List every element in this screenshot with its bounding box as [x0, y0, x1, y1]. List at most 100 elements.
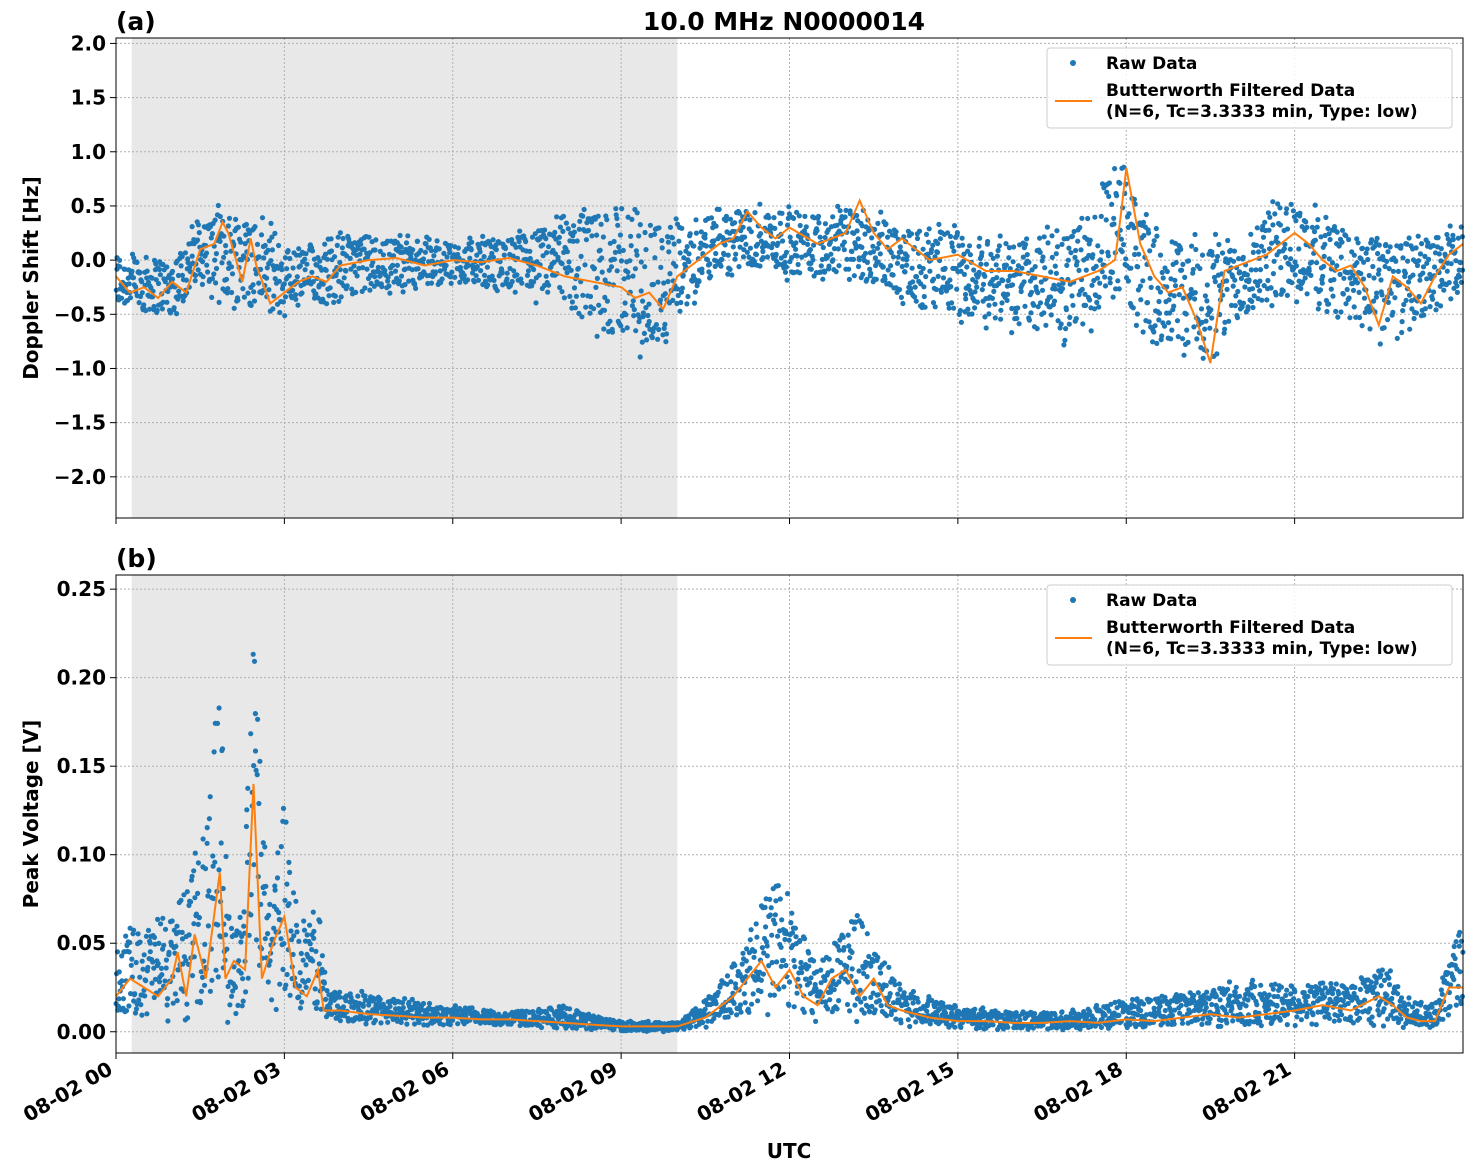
a-raw-point: [477, 249, 483, 255]
a-raw-point: [396, 278, 402, 284]
a-raw-point: [1400, 255, 1406, 261]
b-raw-point: [172, 991, 178, 997]
a-raw-point: [287, 255, 293, 262]
a-raw-point: [331, 299, 337, 305]
a-raw-point: [1364, 246, 1370, 252]
a-raw-point: [678, 299, 684, 306]
a-raw-point: [272, 230, 278, 236]
a-raw-point: [1355, 240, 1361, 246]
b-raw-point: [763, 924, 769, 930]
a-raw-point: [357, 251, 363, 257]
a-raw-point: [240, 254, 247, 260]
a-raw-point: [1216, 241, 1222, 248]
b-raw-point: [611, 1026, 617, 1032]
a-raw-point: [961, 271, 968, 277]
a-raw-point: [1335, 314, 1341, 320]
a-raw-point: [1083, 302, 1089, 308]
a-raw-point: [1315, 217, 1321, 223]
a-raw-point: [794, 209, 800, 215]
a-raw-point: [650, 329, 656, 335]
a-raw-point: [1379, 292, 1385, 298]
a-raw-point: [457, 279, 463, 285]
a-raw-point: [1026, 317, 1032, 323]
a-raw-point: [144, 268, 150, 274]
b-raw-point: [758, 977, 765, 983]
a-raw-point: [760, 255, 766, 261]
a-raw-point: [235, 297, 241, 303]
a-raw-point: [1061, 342, 1067, 348]
a-raw-point: [1321, 253, 1327, 259]
a-raw-point: [676, 238, 682, 244]
b-raw-point: [1283, 992, 1289, 999]
b-raw-point: [1195, 1017, 1201, 1023]
a-raw-point: [679, 225, 685, 231]
a-raw-point: [1184, 327, 1190, 333]
a-raw-point: [317, 258, 323, 264]
b-raw-point: [593, 1025, 600, 1031]
a-raw-point: [888, 263, 894, 269]
b-raw-point: [715, 989, 721, 995]
a-raw-point: [1326, 256, 1332, 262]
a-raw-point: [262, 242, 268, 249]
b-raw-point: [898, 1020, 904, 1026]
b-raw-point: [132, 991, 138, 997]
a-raw-point: [447, 274, 453, 280]
a-raw-point: [1089, 282, 1095, 288]
a-raw-point: [681, 255, 687, 261]
a-raw-point: [565, 226, 571, 232]
a-raw-point: [248, 302, 254, 308]
b-raw-point: [363, 1021, 369, 1027]
a-raw-point: [241, 294, 247, 300]
b-raw-point: [775, 883, 781, 889]
a-raw-point: [573, 293, 580, 299]
a-raw-point: [1294, 299, 1300, 305]
a-raw-point: [612, 249, 619, 255]
b-raw-point: [744, 946, 750, 952]
a-raw-point: [696, 278, 702, 285]
a-raw-point: [192, 272, 199, 278]
b-raw-point: [763, 939, 770, 945]
a-raw-point: [1354, 260, 1360, 266]
a-raw-point: [1062, 337, 1068, 343]
a-raw-point: [638, 259, 644, 265]
a-raw-point: [1219, 250, 1226, 256]
b-raw-point: [742, 1000, 748, 1006]
a-raw-point: [1048, 269, 1054, 275]
b-raw-point: [1148, 997, 1154, 1004]
a-raw-point: [1045, 240, 1051, 246]
a-raw-point: [1421, 312, 1427, 318]
a-raw-point: [276, 278, 282, 284]
a-raw-point: [1169, 327, 1175, 333]
b-raw-point: [856, 968, 862, 974]
panel-a-label: (a): [116, 7, 156, 36]
b-raw-point: [1160, 1020, 1166, 1026]
a-raw-point: [1316, 301, 1322, 307]
a-raw-point: [948, 284, 954, 290]
a-raw-point: [1281, 246, 1287, 252]
b-raw-point: [1172, 1007, 1178, 1013]
a-raw-point: [436, 246, 442, 252]
a-raw-point: [642, 264, 648, 270]
a-raw-point: [783, 264, 790, 270]
b-raw-point: [223, 853, 229, 860]
a-raw-point: [489, 273, 495, 279]
a-raw-point: [1417, 277, 1423, 283]
b-raw-point: [229, 993, 235, 999]
b-raw-point: [1277, 1017, 1283, 1023]
a-raw-point: [1088, 328, 1094, 334]
a-raw-point: [179, 253, 185, 260]
a-raw-point: [1225, 237, 1231, 244]
a-raw-point: [1436, 251, 1442, 257]
a-raw-point: [831, 246, 838, 252]
a-raw-point: [1146, 319, 1152, 325]
a-raw-point: [1311, 229, 1318, 235]
a-raw-point: [403, 240, 410, 246]
a-raw-point: [1447, 223, 1453, 229]
a-raw-point: [961, 251, 967, 257]
a-raw-point: [499, 270, 505, 276]
a-raw-point: [629, 216, 635, 222]
b-raw-point: [296, 938, 302, 944]
a-raw-point: [1044, 224, 1050, 230]
b-raw-point: [284, 971, 290, 978]
